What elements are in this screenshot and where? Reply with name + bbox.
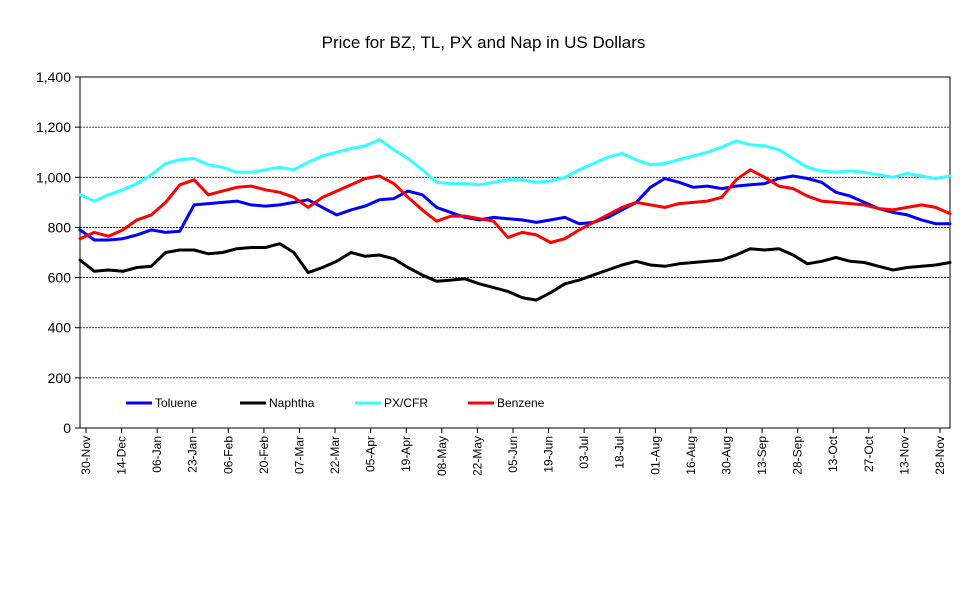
y-tick-label: 200 <box>48 370 72 386</box>
y-tick-label: 1,200 <box>36 119 71 135</box>
plot-area <box>79 76 951 429</box>
x-axis: 30-Nov 14-Dec 06-Jan 23-Jan 06-Feb 20-Feb 07-M… <box>79 428 947 476</box>
x-tick-label: 22-May <box>470 436 484 476</box>
x-tick-label: 27-Oct <box>862 435 876 472</box>
x-tick-label: 22-Mar <box>328 436 342 474</box>
x-tick-label: 13-Oct <box>826 435 840 472</box>
chart-title: Price for BZ, TL, PX and Nap in US Dolla… <box>321 33 646 52</box>
x-tick-label: 01-Aug <box>648 436 662 475</box>
y-tick-label: 1,400 <box>36 69 71 85</box>
legend-label: PX/CFR <box>384 396 428 410</box>
x-tick-label: 06-Jan <box>150 436 164 473</box>
series-line-px-cfr <box>78 138 952 203</box>
x-tick-label: 06-Feb <box>221 436 235 474</box>
x-tick-label: 28-Sep <box>791 436 805 475</box>
series-line-benzene <box>78 168 952 244</box>
series-line-toluene <box>78 174 952 242</box>
x-tick-label: 13-Nov <box>897 436 911 475</box>
series-lines <box>78 138 952 302</box>
y-tick-label: 1,000 <box>36 169 71 185</box>
legend-label: Toluene <box>155 396 197 410</box>
x-tick-label: 14-Dec <box>115 436 129 475</box>
x-tick-label: 30-Aug <box>719 436 733 475</box>
x-tick-label: 19-Apr <box>399 436 413 472</box>
x-tick-label: 19-Jun <box>542 436 556 473</box>
x-tick-label: 13-Sep <box>755 436 769 475</box>
x-tick-label: 28-Nov <box>933 436 947 475</box>
x-tick-label: 16-Aug <box>684 436 698 475</box>
legend: Toluene Naphtha PX/CFR Benzene <box>126 396 545 410</box>
series-line-naphtha <box>78 242 952 302</box>
x-tick-label: 03-Jul <box>577 436 591 469</box>
x-tick-label: 20-Feb <box>257 436 271 474</box>
x-tick-label: 30-Nov <box>79 436 93 475</box>
x-tick-label: 05-Apr <box>364 436 378 472</box>
x-tick-label: 07-Mar <box>292 436 306 474</box>
x-tick-label: 08-May <box>435 436 449 476</box>
y-axis: 0 200 400 600 800 1,000 1,200 1,400 <box>36 69 80 436</box>
y-tick-label: 600 <box>48 270 72 286</box>
legend-label: Naphtha <box>269 396 315 410</box>
y-tick-label: 0 <box>63 420 71 436</box>
x-tick-label: 18-Jul <box>613 436 627 469</box>
y-tick-label: 400 <box>48 320 72 336</box>
x-tick-label: 23-Jan <box>186 436 200 473</box>
y-tick-label: 800 <box>48 219 72 235</box>
x-tick-label: 05-Jun <box>506 436 520 473</box>
legend-label: Benzene <box>497 396 545 410</box>
